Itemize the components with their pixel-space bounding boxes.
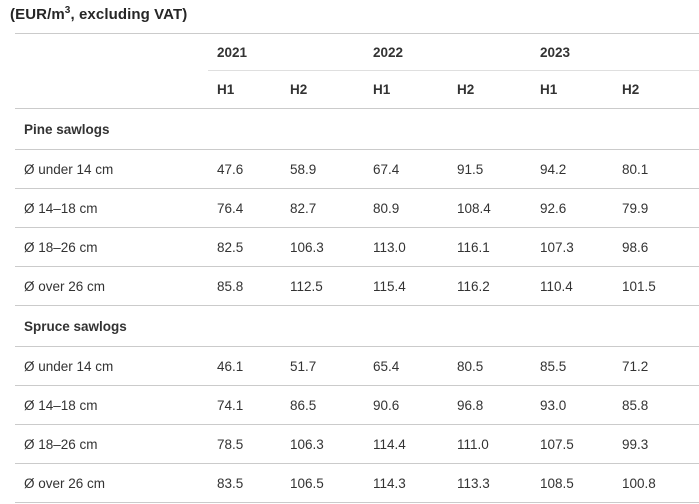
price-value-cell: 94.2 <box>531 149 614 189</box>
row-label-cell: Ø 18–26 cm <box>15 227 208 267</box>
row-label-cell: Ø 14–18 cm <box>15 188 208 228</box>
sawlog-price-table: 2021 2022 2023 H1 H2 H1 H2 H1 H2 Pine sawlogs Ø … <box>15 33 699 503</box>
table-row: Ø 14–18 cm 74.1 86.5 90.6 96.8 93.0 85.8 <box>15 385 699 425</box>
price-value-cell: 108.5 <box>531 463 614 503</box>
price-value-cell: 67.4 <box>364 149 449 189</box>
price-value-cell: 107.5 <box>531 424 614 464</box>
table-row: Ø under 14 cm 47.6 58.9 67.4 91.5 94.2 80.1 <box>15 149 699 189</box>
price-value-cell: 83.5 <box>208 463 281 503</box>
price-value-cell: 93.0 <box>531 385 614 425</box>
price-value-cell: 108.4 <box>448 188 532 228</box>
price-value-cell: 106.3 <box>281 227 365 267</box>
row-label-cell: Ø over 26 cm <box>15 463 208 503</box>
price-value-cell: 91.5 <box>448 149 532 189</box>
table-row: Ø 18–26 cm 78.5 106.3 114.4 111.0 107.5 99.3 <box>15 424 699 464</box>
price-value-cell: 46.1 <box>208 346 281 386</box>
price-value-cell: 100.8 <box>613 463 699 503</box>
price-value-cell: 116.2 <box>448 266 532 306</box>
table-row: Ø under 14 cm 46.1 51.7 65.4 80.5 85.5 71.2 <box>15 346 699 386</box>
price-value-cell: 80.9 <box>364 188 449 228</box>
price-value-cell: 82.5 <box>208 227 281 267</box>
section-header-row: Pine sawlogs <box>15 108 699 150</box>
price-value-cell: 80.5 <box>448 346 532 386</box>
price-value-cell: 82.7 <box>281 188 365 228</box>
half-year-header-cell: H1 <box>531 70 614 109</box>
price-value-cell: 106.3 <box>281 424 365 464</box>
table-header: 2021 2022 2023 H1 H2 H1 H2 H1 H2 <box>15 33 699 109</box>
price-value-cell: 114.3 <box>364 463 449 503</box>
price-value-cell: 116.1 <box>448 227 532 267</box>
price-value-cell: 110.4 <box>531 266 614 306</box>
price-value-cell: 79.9 <box>613 188 699 228</box>
title-superscript: 3 <box>64 5 71 16</box>
section-title-cell: Pine sawlogs <box>15 108 699 150</box>
price-value-cell: 98.6 <box>613 227 699 267</box>
year-row-spacer-cell <box>15 34 208 71</box>
row-label-cell: Ø under 14 cm <box>15 346 208 386</box>
price-value-cell: 92.6 <box>531 188 614 228</box>
price-value-cell: 86.5 <box>281 385 365 425</box>
price-value-cell: 113.0 <box>364 227 449 267</box>
title-unit-prefix: (EUR/m <box>10 6 65 23</box>
table-row: Ø over 26 cm 83.5 106.5 114.3 113.3 108.5 100.… <box>15 463 699 503</box>
price-value-cell: 80.1 <box>613 149 699 189</box>
half-year-header-cell: H2 <box>448 70 532 109</box>
year-header-row: 2021 2022 2023 <box>15 33 699 71</box>
title-unit-suffix: , excluding VAT) <box>70 6 188 23</box>
price-value-cell: 76.4 <box>208 188 281 228</box>
half-year-header-cell: H1 <box>364 70 449 109</box>
price-value-cell: 51.7 <box>281 346 365 386</box>
year-header-cell: 2021 <box>208 33 365 71</box>
price-value-cell: 106.5 <box>281 463 365 503</box>
price-value-cell: 74.1 <box>208 385 281 425</box>
section-header-row: Spruce sawlogs <box>15 305 699 347</box>
row-label-cell: Ø under 14 cm <box>15 149 208 189</box>
table-body: Pine sawlogs Ø under 14 cm 47.6 58.9 67.4 91.… <box>15 108 699 503</box>
price-value-cell: 85.8 <box>208 266 281 306</box>
half-year-header-cell: H2 <box>613 70 699 109</box>
year-header-cell: 2022 <box>364 33 532 71</box>
row-label-cell: Ø 14–18 cm <box>15 385 208 425</box>
row-label-cell: Ø 18–26 cm <box>15 424 208 464</box>
price-value-cell: 47.6 <box>208 149 281 189</box>
half-year-header-cell: H2 <box>281 70 365 109</box>
price-value-cell: 85.8 <box>613 385 699 425</box>
price-value-cell: 99.3 <box>613 424 699 464</box>
price-value-cell: 101.5 <box>613 266 699 306</box>
table-row: Ø 18–26 cm 82.5 106.3 113.0 116.1 107.3 98.6 <box>15 227 699 267</box>
price-value-cell: 85.5 <box>531 346 614 386</box>
price-value-cell: 78.5 <box>208 424 281 464</box>
price-value-cell: 113.3 <box>448 463 532 503</box>
price-value-cell: 58.9 <box>281 149 365 189</box>
year-header-cell: 2023 <box>531 33 699 71</box>
price-value-cell: 114.4 <box>364 424 449 464</box>
price-value-cell: 111.0 <box>448 424 532 464</box>
price-value-cell: 112.5 <box>281 266 365 306</box>
table-title: (EUR/m3, excluding VAT) <box>0 0 699 33</box>
price-value-cell: 65.4 <box>364 346 449 386</box>
price-value-cell: 71.2 <box>613 346 699 386</box>
price-value-cell: 115.4 <box>364 266 449 306</box>
half-year-header-row: H1 H2 H1 H2 H1 H2 <box>15 70 699 109</box>
section-title-cell: Spruce sawlogs <box>15 305 699 347</box>
table-row: Ø 14–18 cm 76.4 82.7 80.9 108.4 92.6 79.9 <box>15 188 699 228</box>
price-value-cell: 90.6 <box>364 385 449 425</box>
half-year-header-cell: H1 <box>208 70 281 109</box>
table-row: Ø over 26 cm 85.8 112.5 115.4 116.2 110.4 101.… <box>15 266 699 306</box>
price-value-cell: 96.8 <box>448 385 532 425</box>
half-row-spacer-cell <box>15 70 208 109</box>
price-value-cell: 107.3 <box>531 227 614 267</box>
row-label-cell: Ø over 26 cm <box>15 266 208 306</box>
